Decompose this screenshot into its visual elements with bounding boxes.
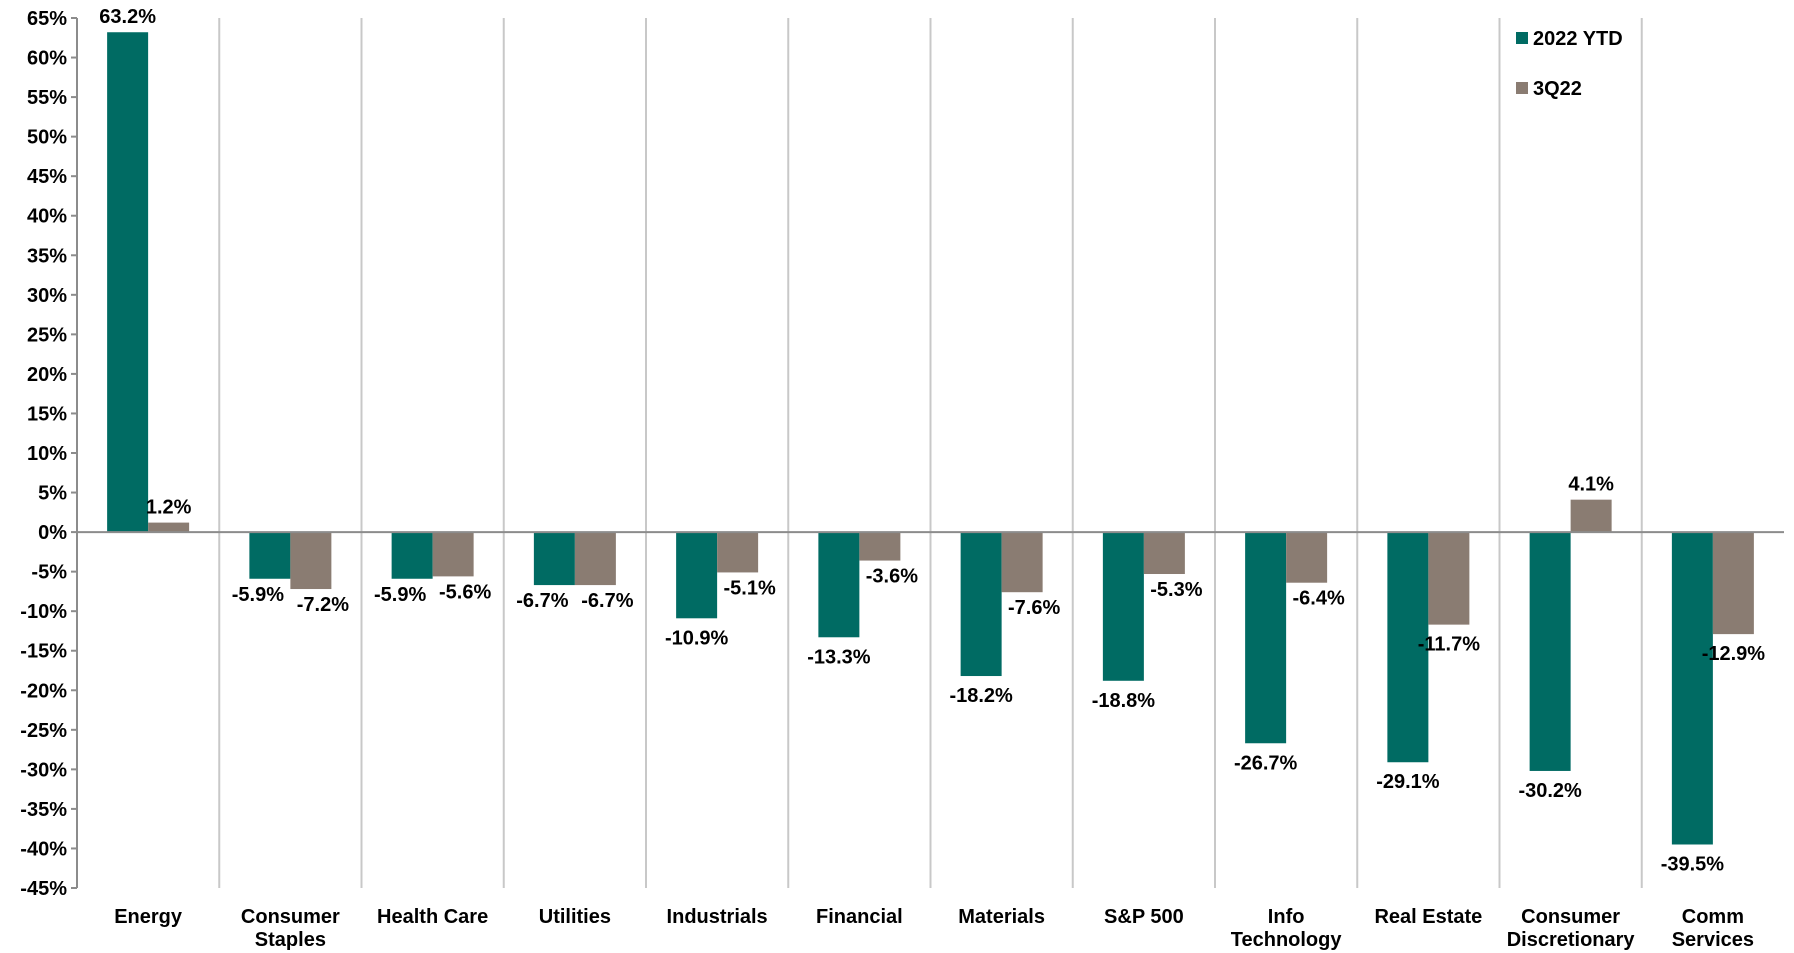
y-tick-label: -25% xyxy=(20,720,67,742)
data-label: 1.2% xyxy=(146,497,192,519)
bar-ytd xyxy=(1102,532,1144,681)
y-tick-label: -45% xyxy=(20,878,67,900)
data-label: -18.8% xyxy=(1092,690,1156,712)
x-category-label: Utilities xyxy=(539,906,611,928)
value-labels: 63.2% 1.2% -5.9% -7.2% -5.9% -5.6% -6.7% -6.7% -… xyxy=(99,6,1765,875)
bar-3q22 xyxy=(148,522,190,533)
y-tick-label: -5% xyxy=(31,562,67,584)
data-label: -5.9% xyxy=(374,584,426,606)
data-label: -5.1% xyxy=(724,577,776,599)
bar-ytd xyxy=(1387,532,1429,763)
bar-3q22 xyxy=(717,532,759,573)
data-label: 4.1% xyxy=(1568,474,1614,496)
legend-swatch xyxy=(1516,32,1528,44)
legend-swatch xyxy=(1516,82,1528,94)
data-label: -10.9% xyxy=(665,627,729,649)
bar-ytd xyxy=(533,532,575,586)
data-label: -7.2% xyxy=(297,594,349,616)
y-tick-label: -10% xyxy=(20,601,67,623)
data-label: -7.6% xyxy=(1008,597,1060,619)
y-tick-label: 40% xyxy=(27,206,67,228)
x-category-label: S&P 500 xyxy=(1104,906,1184,928)
bar-ytd xyxy=(676,532,718,619)
bar-3q22 xyxy=(1712,532,1754,635)
x-category-label: Consumer xyxy=(241,906,340,928)
y-tick-label: 25% xyxy=(27,324,67,346)
data-label: -26.7% xyxy=(1234,752,1298,774)
y-tick-label: 30% xyxy=(27,285,67,307)
x-category-label: Energy xyxy=(114,906,183,928)
bar-3q22 xyxy=(1286,532,1328,583)
y-axis-ticks: 65% 60% 55% 50% 45% 40% 35% 30% 25% 20% 15% 10% 5% 0%… xyxy=(20,8,77,900)
data-label: -12.9% xyxy=(1702,643,1766,665)
y-tick-label: 50% xyxy=(27,127,67,149)
legend: 2022 YTD 3Q22 xyxy=(1516,28,1623,100)
bar-3q22 xyxy=(859,532,901,561)
bar-3q22 xyxy=(290,532,332,590)
bar-ytd xyxy=(1671,532,1713,845)
x-category-label: Services xyxy=(1672,929,1754,951)
bar-ytd xyxy=(107,32,149,533)
data-label: -30.2% xyxy=(1518,780,1582,802)
y-tick-label: 65% xyxy=(27,8,67,30)
x-category-label: Health Care xyxy=(377,906,488,928)
y-tick-label: 10% xyxy=(27,443,67,465)
legend-label: 3Q22 xyxy=(1533,78,1582,100)
bar-3q22 xyxy=(1570,499,1612,533)
y-tick-label: 55% xyxy=(27,87,67,109)
data-label: -29.1% xyxy=(1376,771,1440,793)
x-category-label: Staples xyxy=(255,929,326,951)
y-tick-label: -30% xyxy=(20,759,67,781)
x-category-label: Financial xyxy=(816,906,903,928)
bar-3q22 xyxy=(432,532,474,577)
data-label: -5.6% xyxy=(439,581,491,603)
data-label: -13.3% xyxy=(807,646,871,668)
y-tick-label: -35% xyxy=(20,799,67,821)
x-category-label: Info xyxy=(1268,906,1305,928)
x-category-label: Comm xyxy=(1682,906,1744,928)
data-label: -5.3% xyxy=(1150,579,1202,601)
x-category-label: Real Estate xyxy=(1374,906,1482,928)
data-label: -6.7% xyxy=(581,590,633,612)
data-label: -6.4% xyxy=(1293,588,1345,610)
bar-3q22 xyxy=(1143,532,1185,575)
y-tick-label: -40% xyxy=(20,838,67,860)
x-category-label: Consumer xyxy=(1521,906,1620,928)
bar-ytd xyxy=(1529,532,1571,771)
data-label: -39.5% xyxy=(1661,854,1725,876)
y-tick-label: -20% xyxy=(20,680,67,702)
x-category-label: Materials xyxy=(958,906,1045,928)
bar-ytd xyxy=(249,532,291,579)
bar-ytd xyxy=(1245,532,1287,744)
bar-ytd xyxy=(818,532,860,638)
y-tick-label: 60% xyxy=(27,48,67,70)
bar-ytd xyxy=(960,532,1002,677)
data-label: -18.2% xyxy=(949,685,1013,707)
x-category-label: Industrials xyxy=(667,906,768,928)
bar-3q22 xyxy=(1428,532,1470,625)
bar-3q22 xyxy=(574,532,616,586)
data-label: -6.7% xyxy=(516,590,568,612)
y-tick-label: 35% xyxy=(27,245,67,267)
bar-3q22 xyxy=(1001,532,1043,593)
bar-ytd xyxy=(391,532,433,579)
x-category-label: Technology xyxy=(1231,929,1343,951)
y-tick-label: 45% xyxy=(27,166,67,188)
y-tick-label: -15% xyxy=(20,641,67,663)
x-category-label: Discretionary xyxy=(1507,929,1636,951)
y-tick-label: 20% xyxy=(27,364,67,386)
data-label: 63.2% xyxy=(99,6,156,28)
data-label: -11.7% xyxy=(1418,634,1480,656)
category-gridlines xyxy=(218,18,1643,888)
data-label: -3.6% xyxy=(866,566,918,588)
y-tick-label: 15% xyxy=(27,403,67,425)
data-label: -5.9% xyxy=(232,584,284,606)
bars xyxy=(107,32,1754,845)
legend-label: 2022 YTD xyxy=(1533,28,1623,50)
y-tick-label: 0% xyxy=(38,522,67,544)
y-tick-label: 5% xyxy=(38,483,67,505)
